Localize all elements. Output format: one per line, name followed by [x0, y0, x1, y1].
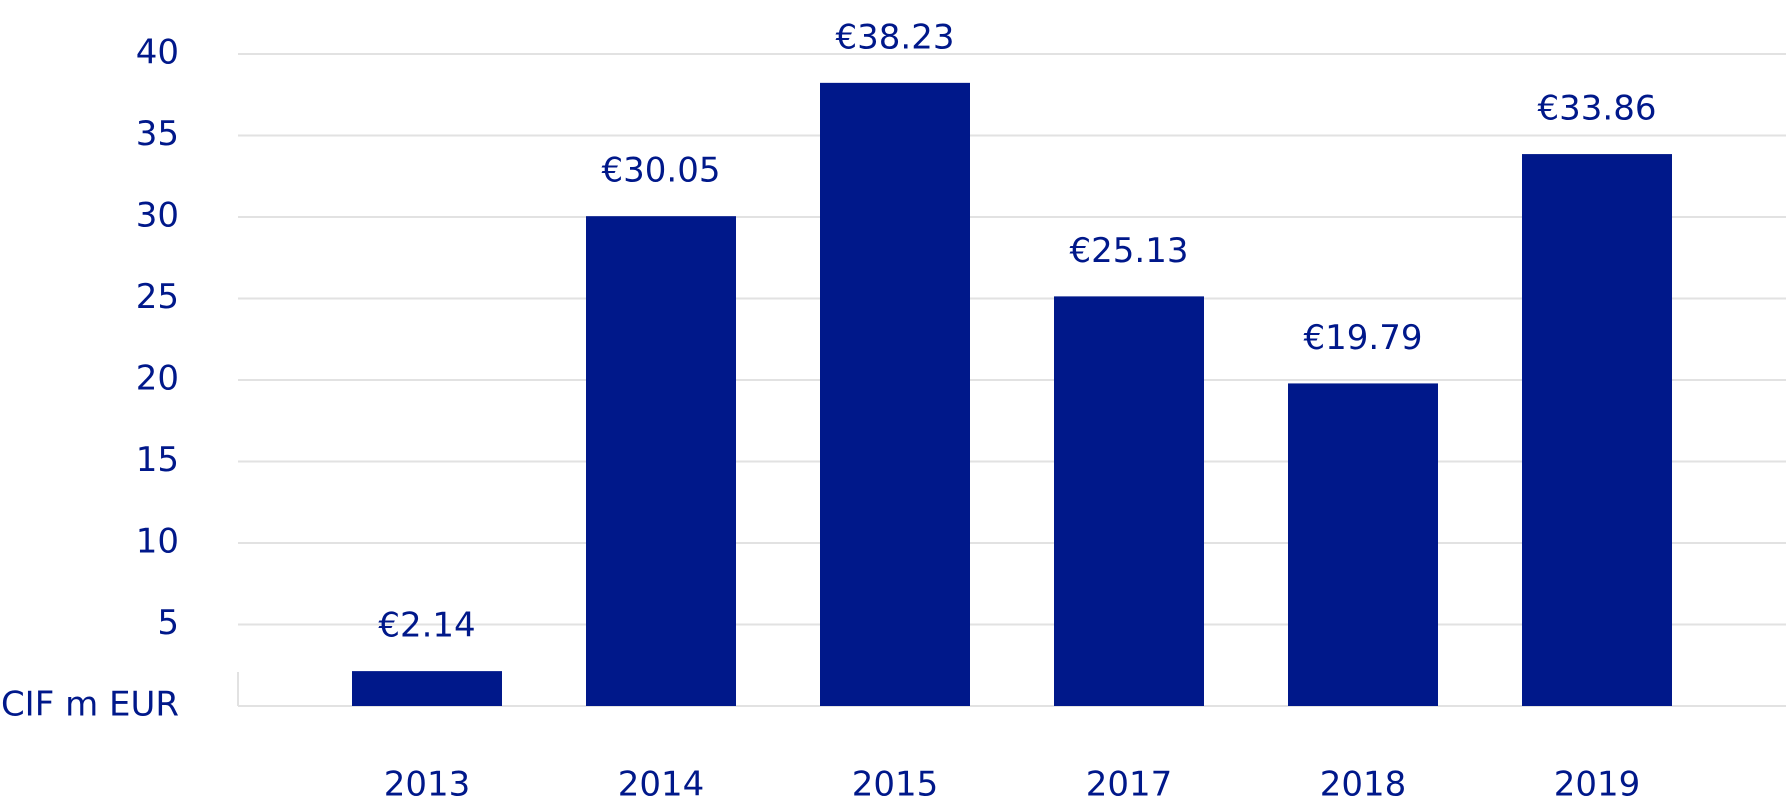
bar	[586, 216, 736, 706]
y-tick-label: 30	[136, 196, 179, 236]
bar	[1522, 154, 1672, 706]
y-tick-label: 35	[136, 114, 179, 154]
x-tick-label: 2017	[1086, 765, 1173, 805]
x-tick-label: 2018	[1320, 765, 1407, 805]
bar	[352, 671, 502, 706]
x-tick-label: 2015	[852, 765, 939, 805]
y-tick-label: CIF m EUR	[1, 685, 179, 725]
value-label: €33.86	[1538, 89, 1657, 129]
y-tick-label: 20	[136, 359, 179, 399]
y-tick-label: 40	[136, 33, 179, 73]
x-tick-label: 2013	[384, 765, 471, 805]
y-tick-label: 10	[136, 522, 179, 562]
value-label: €19.79	[1304, 318, 1423, 358]
y-tick-label: 5	[157, 603, 179, 643]
y-tick-label: 15	[136, 440, 179, 480]
value-label: €2.14	[378, 606, 475, 646]
bar	[1054, 296, 1204, 706]
y-tick-label: 25	[136, 277, 179, 317]
bar	[1288, 383, 1438, 706]
x-tick-label: 2014	[618, 765, 705, 805]
value-label: €30.05	[602, 151, 721, 191]
x-tick-label: 2019	[1554, 765, 1641, 805]
value-label: €38.23	[836, 17, 955, 57]
value-label: €25.13	[1070, 231, 1189, 271]
bar	[820, 82, 970, 706]
